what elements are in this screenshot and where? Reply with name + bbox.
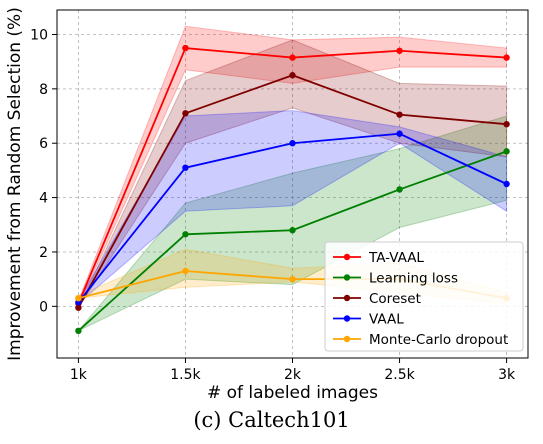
y-tick-label: 2 [39, 245, 48, 261]
y-tick-label: 6 [39, 136, 48, 152]
data-point [75, 304, 82, 311]
y-axis-title: Improvement from Random Selection (%) [5, 7, 25, 361]
axis-ticks: 1k 1.5k 2k 2.5k 3k 0 2 4 6 8 10 [30, 27, 516, 383]
legend-label: TA-VAAL [368, 250, 424, 266]
data-point [396, 47, 403, 54]
data-point [503, 148, 510, 155]
x-tick-label: 2.5k [384, 367, 415, 383]
y-tick-label: 10 [30, 27, 48, 43]
legend-box [324, 241, 524, 352]
data-point [289, 140, 296, 147]
data-point [289, 227, 296, 234]
legend-label: Coreset [369, 291, 421, 307]
data-point [182, 231, 189, 238]
data-point [75, 327, 82, 335]
legend-label: Monte-Carlo dropout [369, 332, 508, 348]
y-tick-label: 0 [39, 299, 48, 315]
data-point [396, 111, 403, 118]
legend-marker [343, 335, 351, 343]
figure-caption: (c) Caltech101 [193, 408, 350, 432]
data-point [503, 180, 510, 188]
data-point [396, 186, 403, 193]
x-tick-label: 2k [284, 367, 302, 383]
confidence-band [77, 110, 508, 305]
x-tick-label: 1k [70, 367, 88, 383]
data-point [182, 44, 189, 52]
line-chart: 1k 1.5k 2k 2.5k 3k 0 2 4 6 8 10 # of labeled image… [5, 7, 529, 403]
x-axis-title: # of labeled images [207, 383, 378, 403]
data-point [503, 54, 510, 61]
confidence-band [78, 115, 508, 332]
data-point [182, 267, 189, 275]
data-point [75, 294, 82, 302]
data-point [289, 54, 296, 61]
legend-marker [343, 253, 351, 261]
data-point [503, 120, 510, 128]
legend-label: Learning loss [369, 271, 458, 287]
data-point [396, 130, 403, 137]
data-point [182, 164, 189, 171]
legend-label: VAAL [369, 312, 404, 328]
legend-marker [343, 315, 351, 322]
data-point [289, 72, 296, 79]
x-tick-label: 3k [498, 367, 516, 383]
data-point [182, 110, 189, 117]
legend-marker [343, 294, 351, 302]
y-tick-label: 4 [39, 191, 48, 207]
legend-marker [343, 274, 351, 281]
y-tick-label: 8 [39, 82, 48, 98]
legend: TA-VAAL Learning loss Coreset VAAL Monte-Car… [324, 241, 524, 352]
x-tick-label: 1.5k [170, 367, 201, 383]
data-point [289, 275, 296, 283]
